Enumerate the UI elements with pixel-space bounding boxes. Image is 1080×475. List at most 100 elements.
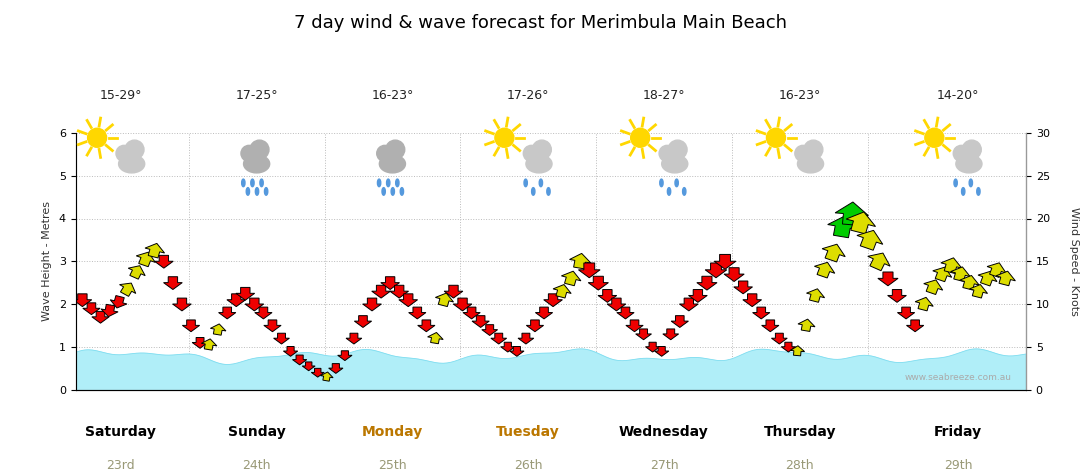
Polygon shape [399, 294, 418, 306]
Text: 16-23°: 16-23° [779, 89, 821, 102]
Polygon shape [201, 339, 217, 350]
Polygon shape [129, 266, 145, 279]
Polygon shape [827, 216, 858, 238]
Text: 26th: 26th [514, 459, 542, 472]
Polygon shape [679, 298, 698, 311]
Polygon shape [381, 277, 400, 289]
Polygon shape [293, 355, 307, 365]
Polygon shape [192, 338, 208, 348]
Polygon shape [617, 307, 634, 319]
Polygon shape [283, 346, 298, 356]
Polygon shape [173, 298, 191, 311]
Polygon shape [978, 271, 997, 286]
Polygon shape [428, 332, 443, 344]
Text: Friday: Friday [934, 426, 982, 439]
Polygon shape [311, 368, 324, 377]
Polygon shape [92, 312, 109, 323]
Polygon shape [867, 253, 890, 271]
Polygon shape [753, 307, 770, 319]
Polygon shape [663, 329, 678, 340]
Polygon shape [154, 256, 173, 268]
Polygon shape [454, 298, 472, 311]
Polygon shape [589, 276, 608, 290]
Text: www.seabreeze.com.au: www.seabreeze.com.au [905, 373, 1012, 382]
Text: Sunday: Sunday [228, 426, 285, 439]
Polygon shape [183, 320, 200, 332]
Polygon shape [408, 307, 426, 319]
Y-axis label: Wave Height - Metres: Wave Height - Metres [42, 201, 52, 321]
Polygon shape [689, 290, 707, 302]
Polygon shape [418, 320, 435, 332]
Polygon shape [798, 319, 815, 332]
Polygon shape [501, 342, 515, 352]
Polygon shape [923, 280, 943, 294]
Polygon shape [273, 333, 289, 344]
Text: 17-25°: 17-25° [235, 89, 278, 102]
Text: 7 day wind & wave forecast for Merimbula Main Beach: 7 day wind & wave forecast for Merimbula… [294, 14, 786, 32]
Polygon shape [856, 230, 882, 250]
Polygon shape [646, 342, 660, 352]
Polygon shape [227, 294, 245, 306]
Polygon shape [562, 271, 581, 286]
Text: 24th: 24th [242, 459, 271, 472]
Text: 14-20°: 14-20° [936, 89, 980, 102]
Text: 28th: 28th [785, 459, 814, 472]
Polygon shape [626, 320, 644, 332]
Polygon shape [235, 287, 255, 300]
Polygon shape [579, 263, 600, 278]
Text: 17-26°: 17-26° [507, 89, 550, 102]
Text: Saturday: Saturday [85, 426, 157, 439]
Polygon shape [781, 342, 796, 352]
Polygon shape [807, 289, 825, 302]
Polygon shape [354, 316, 372, 327]
Polygon shape [996, 271, 1015, 286]
Polygon shape [607, 298, 625, 311]
Text: 25th: 25th [378, 459, 407, 472]
Polygon shape [553, 285, 571, 298]
Polygon shape [211, 324, 226, 335]
Polygon shape [835, 202, 868, 226]
Y-axis label: Wind Speed - Knots: Wind Speed - Knots [1069, 207, 1079, 316]
Polygon shape [771, 333, 787, 344]
Polygon shape [941, 258, 962, 274]
Polygon shape [490, 333, 507, 344]
Polygon shape [444, 285, 463, 298]
Polygon shape [73, 294, 92, 306]
Polygon shape [654, 346, 669, 356]
Polygon shape [569, 253, 591, 269]
Text: 29th: 29th [944, 459, 972, 472]
Polygon shape [987, 263, 1007, 277]
Polygon shape [363, 298, 381, 311]
Polygon shape [878, 272, 899, 286]
Polygon shape [671, 316, 688, 327]
Polygon shape [372, 285, 391, 298]
Text: 18-27°: 18-27° [643, 89, 685, 102]
Polygon shape [472, 316, 489, 327]
Polygon shape [743, 294, 761, 306]
Polygon shape [888, 290, 906, 302]
Polygon shape [526, 320, 543, 332]
Polygon shape [245, 298, 264, 311]
Polygon shape [636, 329, 651, 340]
Text: 15-29°: 15-29° [99, 89, 143, 102]
Polygon shape [83, 303, 100, 314]
Polygon shape [846, 212, 876, 234]
Polygon shape [761, 320, 779, 332]
Polygon shape [482, 325, 498, 335]
Polygon shape [120, 283, 136, 296]
Polygon shape [110, 295, 127, 308]
Text: Wednesday: Wednesday [619, 426, 708, 439]
Polygon shape [510, 346, 524, 356]
Polygon shape [724, 268, 744, 282]
Polygon shape [970, 285, 987, 298]
Polygon shape [463, 307, 481, 319]
Polygon shape [102, 304, 118, 317]
Polygon shape [435, 293, 454, 306]
Polygon shape [518, 333, 534, 344]
Polygon shape [302, 362, 315, 370]
Polygon shape [321, 372, 333, 381]
Polygon shape [328, 363, 343, 373]
Polygon shape [960, 276, 980, 290]
Polygon shape [906, 320, 923, 332]
Polygon shape [598, 290, 617, 302]
